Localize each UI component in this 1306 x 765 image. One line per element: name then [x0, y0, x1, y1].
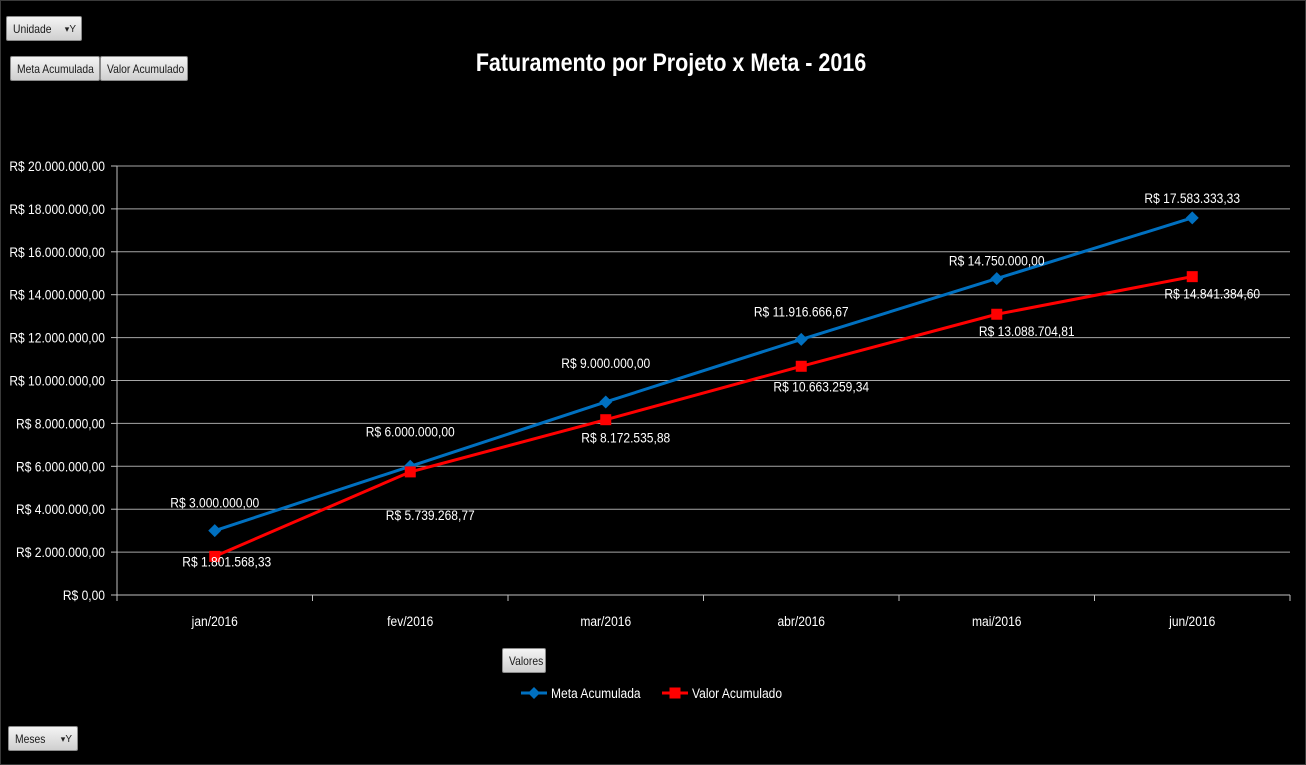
data-label: R$ 9.000.000,00 — [561, 355, 650, 371]
valor-acumulado-field-button[interactable]: Valor Acumulado — [100, 56, 188, 81]
data-label: R$ 8.172.535,88 — [581, 430, 670, 446]
valores-field-label: Valores — [509, 654, 544, 668]
y-tick-label: R$ 10.000.000,00 — [9, 373, 105, 389]
y-tick-label: R$ 16.000.000,00 — [9, 244, 105, 260]
legend-label: Valor Acumulado — [692, 685, 782, 701]
unidade-filter-button[interactable]: Unidade ▾Y — [6, 16, 82, 41]
series-line-valor-acumulado — [214, 275, 1193, 558]
y-tick-label: R$ 6.000.000,00 — [16, 458, 105, 474]
data-label: R$ 10.663.259,34 — [773, 378, 869, 394]
data-point-valor-acumulado — [991, 308, 1003, 320]
data-label: R$ 5.739.268,77 — [386, 507, 475, 523]
valor-acumulado-field-label: Valor Acumulado — [107, 62, 185, 76]
x-tick-label: jan/2016 — [191, 613, 238, 629]
data-point-meta-acumulada — [599, 395, 613, 409]
x-axis-tick-labels: jan/2016 fev/2016 mar/2016 abr/2016 mai/2016… — [191, 613, 1216, 629]
meses-filter-label: Meses — [15, 732, 46, 746]
unidade-filter-label: Unidade — [13, 22, 52, 36]
grid-lines — [111, 165, 1291, 601]
x-tick-label: fev/2016 — [387, 613, 433, 629]
data-labels: R$ 3.000.000,00 R$ 6.000.000,00 R$ 9.000.0… — [170, 190, 1260, 570]
data-point-valor-acumulado — [1186, 271, 1198, 283]
y-tick-label: R$ 12.000.000,00 — [9, 330, 105, 346]
chart-title: Faturamento por Projeto x Meta - 2016 — [476, 48, 866, 76]
data-point-meta-acumulada — [794, 332, 808, 346]
data-point-valor-acumulado — [795, 360, 807, 372]
y-tick-label: R$ 2.000.000,00 — [16, 544, 105, 560]
x-tick-label: jun/2016 — [1168, 613, 1215, 629]
y-tick-label: R$ 0,00 — [63, 587, 105, 603]
meta-acumulada-field-button[interactable]: Meta Acumulada — [10, 56, 100, 81]
y-tick-label: R$ 18.000.000,00 — [9, 201, 105, 217]
y-tick-label: R$ 8.000.000,00 — [16, 416, 105, 432]
data-point-meta-acumulada — [208, 524, 222, 538]
legend-marker — [528, 687, 540, 699]
x-tick-label: mai/2016 — [972, 613, 1022, 629]
valores-field-button[interactable]: Valores — [502, 648, 546, 673]
data-label: R$ 6.000.000,00 — [366, 423, 455, 439]
data-point-valor-acumulado — [404, 466, 416, 478]
meta-acumulada-field-label: Meta Acumulada — [17, 62, 94, 76]
data-label: R$ 14.750.000,00 — [949, 253, 1045, 269]
data-point-valor-acumulado — [209, 550, 221, 562]
data-point-valor-acumulado — [600, 414, 612, 426]
data-label: R$ 14.841.384,60 — [1164, 286, 1260, 302]
data-label: R$ 17.583.333,33 — [1144, 190, 1240, 206]
y-axis-tick-labels: R$ 0,00 R$ 2.000.000,00 R$ 4.000.000,00 R$ … — [9, 158, 105, 603]
y-tick-label: R$ 20.000.000,00 — [9, 158, 105, 174]
series-line-meta-acumulada — [214, 216, 1193, 533]
meses-filter-button[interactable]: Meses ▾Y — [8, 726, 78, 751]
data-label: R$ 1.801.568,33 — [182, 553, 271, 569]
legend: Meta Acumulada Valor Acumulado — [521, 685, 782, 701]
data-point-meta-acumulada — [990, 272, 1004, 286]
legend-label: Meta Acumulada — [551, 685, 641, 701]
legend-entry-meta-acumulada: Meta Acumulada — [521, 685, 641, 701]
series-lines — [208, 211, 1199, 562]
data-point-meta-acumulada — [1185, 211, 1199, 225]
x-tick-label: mar/2016 — [580, 613, 631, 629]
legend-marker — [669, 687, 681, 699]
legend-entry-valor-acumulado: Valor Acumulado — [662, 685, 782, 701]
data-label: R$ 13.088.704,81 — [979, 323, 1075, 339]
filter-dropdown-icon: ▾Y — [64, 24, 76, 35]
data-label: R$ 3.000.000,00 — [170, 495, 259, 511]
data-label: R$ 11.916.666,67 — [754, 304, 849, 320]
y-tick-label: R$ 14.000.000,00 — [9, 287, 105, 303]
filter-dropdown-icon: ▾Y — [60, 734, 72, 745]
y-tick-label: R$ 4.000.000,00 — [16, 501, 105, 517]
x-tick-label: abr/2016 — [777, 613, 825, 629]
